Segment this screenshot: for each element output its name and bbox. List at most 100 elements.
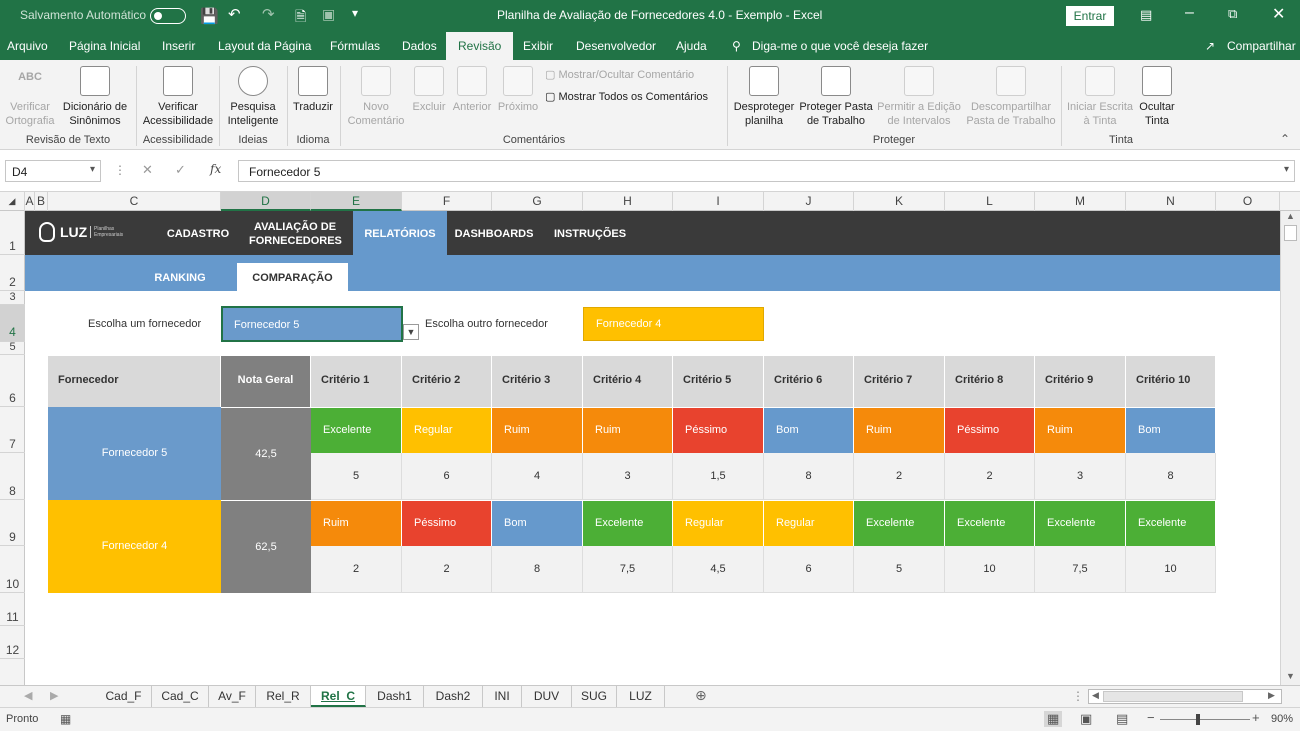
score-value-cell[interactable]: 2	[402, 546, 492, 593]
customize-qat-icon[interactable]: ▾	[352, 6, 359, 20]
protect-workbook-button[interactable]: Proteger Pasta de Trabalho	[799, 66, 873, 128]
menu-inserir[interactable]: Inserir	[162, 39, 196, 53]
sheet-tab-rel_c[interactable]: Rel_C	[311, 686, 366, 707]
show-hide-comment-button[interactable]: ▢ Mostrar/Ocultar Comentário	[545, 69, 695, 81]
autosave-toggle[interactable]	[150, 8, 186, 24]
macro-record-icon[interactable]: ▦	[60, 712, 72, 726]
score-value-cell[interactable]: 8	[1126, 453, 1216, 500]
rating-cell[interactable]: Excelente	[583, 500, 673, 546]
row-header-1[interactable]: 1	[0, 211, 25, 255]
rating-cell[interactable]: Bom	[1126, 407, 1216, 453]
previous-comment-button[interactable]: Anterior	[450, 66, 494, 114]
rating-cell[interactable]: Excelente	[1035, 500, 1126, 546]
column-header-m[interactable]: M	[1035, 192, 1126, 211]
sheet-tab-cad_c[interactable]: Cad_C	[152, 686, 209, 707]
add-sheet-icon[interactable]: ⊕	[695, 687, 707, 703]
score-value-cell[interactable]: 2	[854, 453, 945, 500]
rating-cell[interactable]: Excelente	[945, 500, 1035, 546]
share-button[interactable]: Compartilhar	[1227, 39, 1296, 53]
camera-icon[interactable]: ▣	[322, 6, 336, 22]
menu-revisao[interactable]: Revisão	[446, 32, 514, 60]
unprotect-sheet-button[interactable]: Desproteger planilha	[731, 66, 797, 128]
rating-cell[interactable]: Péssimo	[402, 500, 492, 546]
rating-cell[interactable]: Regular	[673, 500, 764, 546]
row-header-8[interactable]: 8	[0, 453, 25, 500]
expand-formula-icon[interactable]: ▾	[1283, 164, 1289, 175]
delete-comment-button[interactable]: Excluir	[410, 66, 448, 114]
page-layout-view-icon[interactable]: ▣	[1080, 711, 1093, 726]
supplier-name-cell[interactable]: Fornecedor 5	[48, 407, 221, 500]
zoom-in-icon[interactable]: +	[1252, 710, 1260, 725]
score-value-cell[interactable]: 5	[311, 453, 402, 500]
menu-arquivo[interactable]: Arquivo	[7, 39, 48, 53]
nav-cadastro[interactable]: CADASTRO	[166, 228, 230, 240]
rating-cell[interactable]: Excelente	[1126, 500, 1216, 546]
rating-cell[interactable]: Ruim	[492, 407, 583, 453]
score-value-cell[interactable]: 8	[764, 453, 854, 500]
page-break-view-icon[interactable]: ▤	[1116, 711, 1129, 726]
sheet-tab-duv[interactable]: DUV	[522, 686, 572, 707]
score-value-cell[interactable]: 6	[764, 546, 854, 593]
row-header-10[interactable]: 10	[0, 546, 25, 593]
row-header-9[interactable]: 9	[0, 500, 25, 546]
rating-cell[interactable]: Regular	[402, 407, 492, 453]
row-header-7[interactable]: 7	[0, 407, 25, 453]
vertical-scrollbar[interactable]: ▲ ▼	[1280, 211, 1300, 685]
column-header-d[interactable]: D	[221, 192, 311, 211]
cancel-icon[interactable]: ✕	[142, 162, 153, 177]
column-header-i[interactable]: I	[673, 192, 764, 211]
worksheet-grid[interactable]: LUZ Planilhas Empresariais CADASTRO AVAL…	[25, 211, 1280, 685]
sheet-tab-dash1[interactable]: Dash1	[366, 686, 424, 707]
print-preview-icon[interactable]: 🗎	[295, 8, 307, 24]
row-header-3[interactable]: 3	[0, 291, 25, 305]
score-value-cell[interactable]: 2	[311, 546, 402, 593]
sheet-tab-luz[interactable]: LUZ	[617, 686, 665, 707]
rating-cell[interactable]: Péssimo	[673, 407, 764, 453]
rating-cell[interactable]: Ruim	[854, 407, 945, 453]
hscroll-left-icon[interactable]: ◀	[1092, 690, 1099, 700]
collapse-ribbon-icon[interactable]: ⌃	[1280, 132, 1291, 146]
column-header-j[interactable]: J	[764, 192, 854, 211]
insert-function-icon[interactable]: fx	[210, 162, 222, 176]
thesaurus-button[interactable]: Dicionário de Sinônimos	[58, 66, 132, 128]
rating-cell[interactable]: Ruim	[583, 407, 673, 453]
rating-cell[interactable]: Bom	[492, 500, 583, 546]
menu-pagina-inicial[interactable]: Página Inicial	[69, 39, 141, 53]
rating-cell[interactable]: Ruim	[311, 500, 402, 546]
tab-scroll-right-icon[interactable]: ▶	[50, 690, 59, 702]
zoom-level[interactable]: 90%	[1271, 713, 1294, 725]
column-header-a[interactable]: A	[25, 192, 35, 211]
row-header-4[interactable]: 4	[0, 305, 25, 342]
subnav-comparacao-active[interactable]	[237, 263, 348, 291]
row-header-12[interactable]: 12	[0, 626, 25, 659]
menu-layout[interactable]: Layout da Página	[218, 39, 312, 53]
score-value-cell[interactable]: 10	[1126, 546, 1216, 593]
supplier-select-2[interactable]: Fornecedor 4	[583, 307, 764, 341]
column-header-b[interactable]: B	[35, 192, 48, 211]
score-value-cell[interactable]: 4,5	[673, 546, 764, 593]
subnav-ranking[interactable]: RANKING	[154, 272, 206, 284]
zoom-slider-thumb[interactable]	[1196, 714, 1200, 725]
rating-cell[interactable]: Péssimo	[945, 407, 1035, 453]
column-header-f[interactable]: F	[402, 192, 492, 211]
dropdown-arrow-icon[interactable]: ▼	[403, 324, 419, 340]
scroll-thumb[interactable]	[1284, 225, 1297, 241]
rating-cell[interactable]: Regular	[764, 500, 854, 546]
score-value-cell[interactable]: 10	[945, 546, 1035, 593]
score-value-cell[interactable]: 3	[583, 453, 673, 500]
restore-icon[interactable]: ⧉	[1228, 6, 1238, 21]
sheet-tab-ini[interactable]: INI	[483, 686, 522, 707]
column-header-h[interactable]: H	[583, 192, 673, 211]
select-all-corner[interactable]: ◢	[0, 192, 25, 211]
rating-cell[interactable]: Ruim	[1035, 407, 1126, 453]
sheet-tab-cad_f[interactable]: Cad_F	[96, 686, 152, 707]
unshare-workbook-button[interactable]: Descompartilhar Pasta de Trabalho	[965, 66, 1057, 128]
menu-dados[interactable]: Dados	[402, 39, 437, 53]
allow-edit-ranges-button[interactable]: Permitir a Edição de Intervalos	[875, 66, 963, 128]
score-value-cell[interactable]: 1,5	[673, 453, 764, 500]
undo-icon[interactable]: ↶	[228, 6, 241, 23]
scroll-up-icon[interactable]: ▲	[1286, 211, 1295, 221]
new-comment-button[interactable]: Novo Comentário	[344, 66, 408, 128]
tab-scroll-left-icon[interactable]: ◀	[24, 690, 33, 702]
column-header-c[interactable]: C	[48, 192, 221, 211]
